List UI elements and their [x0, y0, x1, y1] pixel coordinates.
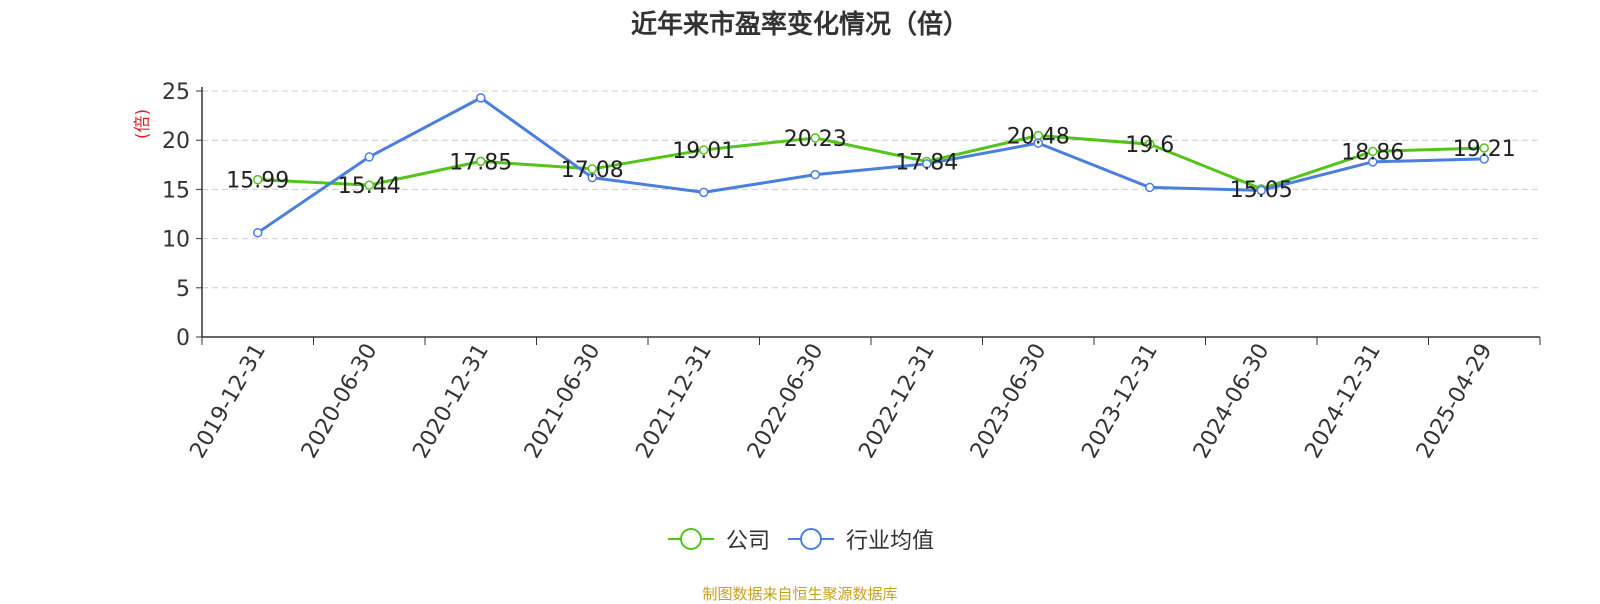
- y-tick-label: 10: [162, 228, 190, 253]
- data-point-industry[interactable]: [810, 169, 820, 180]
- x-tick-label: 2021-06-30: [520, 340, 606, 463]
- data-point-company[interactable]: [1479, 143, 1489, 153]
- data-label-company: 17.08: [561, 158, 624, 183]
- legend-item-industry[interactable]: 行业均值: [786, 523, 934, 555]
- data-label-company: 17.85: [449, 150, 512, 175]
- series-lines: [253, 93, 1489, 238]
- y-tick-label: 20: [162, 129, 190, 154]
- data-point-company[interactable]: [699, 145, 709, 155]
- legend-industry-line-icon: [788, 528, 834, 550]
- data-label-company: 19.6: [1125, 133, 1174, 158]
- data-point-industry[interactable]: [1145, 182, 1155, 193]
- series-line-industry: [256, 96, 1485, 234]
- chart-title: 近年来市盈率变化情况（倍）: [630, 10, 969, 40]
- data-label-company: 15.05: [1230, 178, 1293, 203]
- x-tick-label: 2020-12-31: [408, 340, 494, 463]
- y-axis-label: (倍): [133, 109, 153, 139]
- data-point-industry[interactable]: [1033, 138, 1043, 148]
- legend-label-industry: 行业均值: [846, 529, 935, 554]
- series-line-company: [257, 133, 1485, 191]
- data-point-company[interactable]: [1368, 146, 1378, 157]
- data-point-industry[interactable]: [699, 187, 709, 198]
- gridlines: [202, 90, 1540, 289]
- data-label-company: 20.23: [784, 127, 847, 152]
- data-point-company[interactable]: [810, 133, 820, 143]
- x-tick-label: 2023-06-30: [966, 340, 1052, 463]
- legend-item-company[interactable]: 公司: [666, 523, 770, 555]
- data-label-company: 15.99: [226, 169, 289, 194]
- data-label-company: 15.44: [338, 174, 401, 199]
- data-point-industry[interactable]: [476, 93, 486, 103]
- x-tick-label: 2024-12-31: [1300, 340, 1386, 463]
- y-tick-label: 5: [176, 277, 190, 302]
- legend-label-company: 公司: [725, 529, 770, 554]
- data-label-company: 19.01: [672, 139, 735, 164]
- data-point-company[interactable]: [253, 174, 263, 185]
- x-tick-label: 2020-06-30: [297, 340, 383, 463]
- data-labels: 15.99 15.44 17.85 17.08 19.01 20.23 17.84 20.48…: [226, 124, 1515, 202]
- data-source-note: 制图数据来自恒生聚源数据库: [702, 585, 898, 603]
- data-label-company: 17.84: [895, 150, 958, 175]
- x-tick-label: 2025-04-29: [1412, 340, 1498, 463]
- data-point-industry[interactable]: [1256, 185, 1266, 196]
- legend-company-line-icon: [667, 528, 714, 550]
- x-tick-label: 2024-06-30: [1189, 340, 1275, 463]
- data-point-industry[interactable]: [922, 159, 932, 169]
- x-tick-label: 2019-12-31: [185, 340, 271, 463]
- data-label-company: 20.48: [1007, 124, 1070, 149]
- data-point-industry[interactable]: [253, 227, 263, 238]
- line-chart: 0 5 10 15 20 25 (倍) 2019-12-31 2020-06-30 2020-12…: [133, 80, 1541, 463]
- y-tick-label: 0: [176, 326, 190, 351]
- data-point-company[interactable]: [476, 156, 486, 167]
- data-point-industry[interactable]: [1368, 157, 1378, 167]
- data-point-company[interactable]: [1145, 139, 1155, 149]
- data-point-industry[interactable]: [587, 172, 597, 183]
- x-tick-label: 2023-12-31: [1077, 340, 1163, 463]
- x-tick-label: 2021-12-31: [631, 340, 717, 463]
- y-tick-label: 25: [162, 80, 190, 105]
- y-tick-label: 15: [162, 178, 190, 203]
- data-point-company[interactable]: [364, 180, 374, 190]
- legend: 公司 行业均值: [0, 523, 1600, 555]
- data-label-company: 19.21: [1453, 137, 1516, 162]
- data-point-industry[interactable]: [1479, 154, 1489, 164]
- data-point-industry[interactable]: [364, 152, 374, 162]
- x-tick-label: 2022-12-31: [854, 340, 940, 463]
- x-tick-label: 2022-06-30: [743, 340, 829, 463]
- data-label-company: 18.86: [1341, 140, 1404, 165]
